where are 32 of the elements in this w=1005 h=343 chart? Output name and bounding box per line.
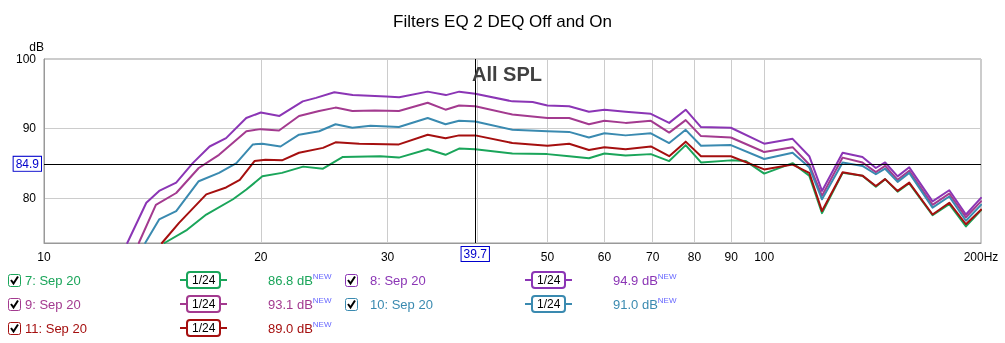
text: 1/24 [531,271,567,289]
y-tick-label: 80 [22,190,37,205]
y-tick-label: 100 [15,52,37,66]
legend-label: 7: Sep 20 [25,272,81,288]
x-tick-label: 30 [380,250,395,264]
x-tick-label: 70 [645,250,660,264]
legend-label: 10: Sep 20 [370,296,433,312]
text: 1/24 [531,295,567,313]
legend-label: 8: Sep 20 [370,272,426,288]
text: 86.8 dB$^{NEW}$ [268,272,332,288]
ref-line-label: 84.9 [15,156,40,171]
chart-title: Filters EQ 2 DEQ Off and On [393,12,612,31]
x-tick-label: 90 [724,250,739,264]
text: 93.1 dB$^{NEW}$ [268,296,332,312]
text: 1/24 [186,319,222,337]
y-axis-title: dB [29,40,44,55]
x-tick-label: 50 [540,250,555,264]
text: 1/24 [186,271,222,289]
text: 91.0 dB$^{NEW}$ [613,296,677,312]
x-tick-label: 200Hz [963,250,999,264]
x-tick-label: 20 [254,250,268,264]
x-tick-label: 100 [754,250,775,264]
x-tick-label: 60 [597,250,612,264]
x-tick-label: 80 [687,250,702,264]
ref-line-label: 39.7 [463,247,488,261]
x-tick-label: 10 [37,250,51,264]
y-tick-label: 90 [22,121,37,136]
legend-label: 11: Sep 20 [25,320,87,336]
text: 94.9 dB$^{NEW}$ [613,272,677,288]
text: 1/24 [186,295,222,313]
text: 89.0 dB$^{NEW}$ [268,320,332,336]
legend-label: 9: Sep 20 [25,296,81,312]
